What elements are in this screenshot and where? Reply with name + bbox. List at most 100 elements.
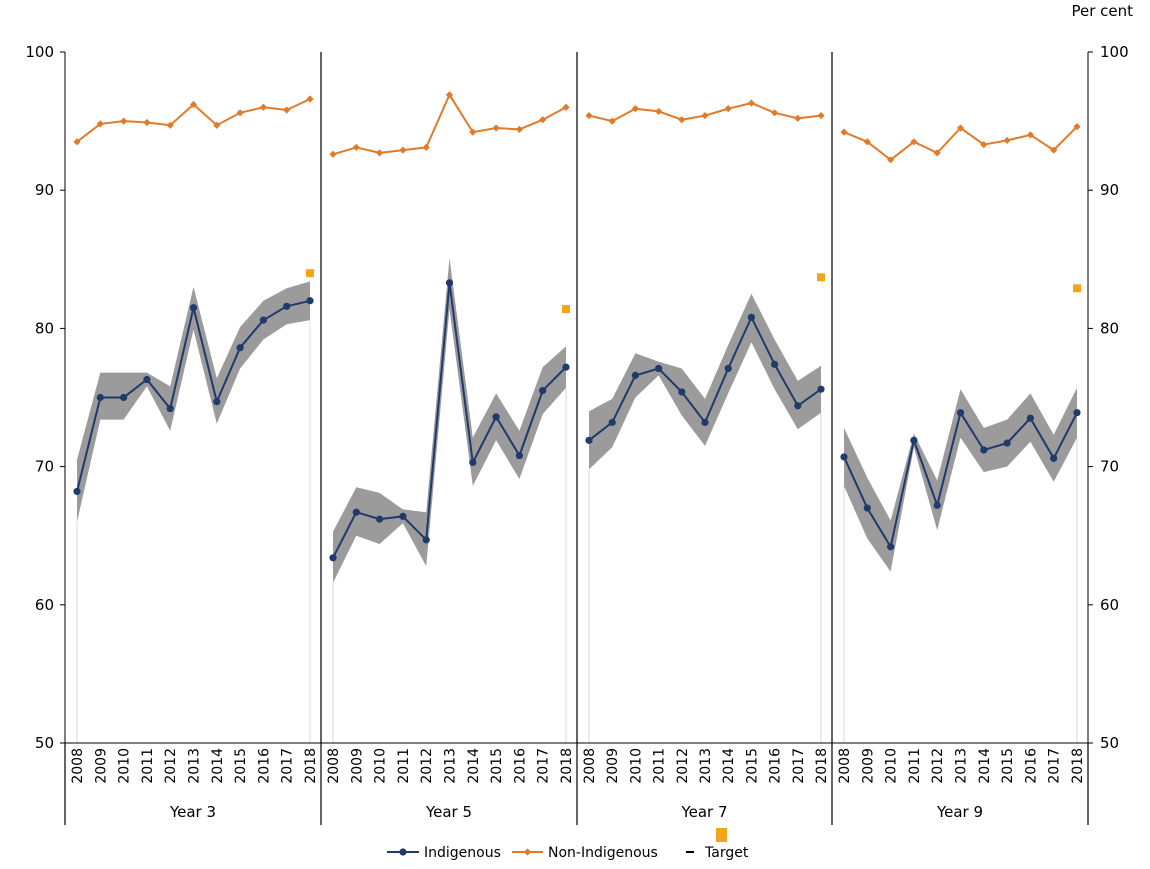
indigenous-point [910, 436, 918, 444]
target-marker [306, 269, 314, 278]
non-indigenous-point [910, 138, 918, 146]
y-tick-label-left: 60 [35, 596, 54, 614]
legend: Indigenous Non-Indigenous Target [387, 828, 749, 861]
x-tick-label: 2012 [419, 748, 435, 784]
non-indigenous-point [73, 138, 81, 146]
x-tick-label: 2016 [1023, 748, 1039, 784]
panel-label: Year 9 [936, 803, 983, 821]
non-indigenous-point [817, 111, 825, 120]
legend-target-marker [716, 828, 727, 842]
non-indigenous-point [771, 109, 779, 117]
indigenous-point [329, 554, 337, 562]
x-tick-label: 2018 [1070, 748, 1086, 784]
x-tick-label: 2009 [93, 748, 109, 784]
non-indigenous-point [724, 105, 732, 113]
legend-non-indigenous-label: Non-Indigenous [548, 845, 658, 861]
y-tick-label-right: 90 [1100, 181, 1119, 199]
indigenous-confidence-band [589, 293, 821, 470]
y-tick-label-right: 70 [1100, 458, 1119, 476]
x-tick-label: 2015 [744, 748, 760, 784]
y-tick-label-left: 80 [35, 319, 54, 337]
x-tick-label: 2008 [326, 748, 342, 784]
indigenous-point [73, 487, 81, 496]
x-tick-label: 2010 [117, 748, 133, 784]
indigenous-point [631, 371, 640, 379]
axes-layer: 50 50 60 60 70 70 80 80 90 90 100 100 [25, 43, 1129, 825]
y-unit-label: Per cent [1071, 2, 1133, 20]
indigenous-confidence-band [333, 257, 566, 583]
indigenous-point [1003, 439, 1011, 447]
legend-indigenous-label: Indigenous [424, 845, 501, 861]
indigenous-point [422, 536, 430, 544]
x-tick-label: 2017 [1047, 748, 1063, 784]
indigenous-point [701, 418, 709, 426]
non-indigenous-point [1026, 131, 1034, 139]
y-tick-label-right: 60 [1100, 596, 1119, 614]
x-tick-label: 2017 [280, 748, 296, 784]
indigenous-point [840, 453, 848, 461]
x-tick-label: 2012 [930, 748, 946, 784]
x-tick-label: 2013 [187, 748, 203, 784]
x-tick-label: 2013 [443, 748, 459, 784]
non-indigenous-point [840, 128, 848, 136]
indigenous-point [1050, 454, 1058, 462]
target-marker [817, 273, 825, 282]
indigenous-point [933, 501, 941, 509]
x-tick-label: 2016 [256, 748, 272, 784]
x-tick-label: 2008 [837, 748, 853, 784]
panel-year-9: 2008 2009 2010 2011 2012 2013 2014 2015 2016 2017… [837, 123, 1086, 821]
indigenous-line [332, 282, 567, 559]
y-tick-label-right: 80 [1100, 319, 1119, 337]
non-indigenous-point [120, 117, 128, 125]
indigenous-point [678, 388, 686, 396]
indigenous-point [539, 386, 547, 395]
panel-label: Year 3 [169, 803, 216, 821]
non-indigenous-point [306, 95, 314, 103]
non-indigenous-point [1073, 123, 1081, 131]
non-indigenous-point [887, 156, 895, 164]
indigenous-point [794, 402, 802, 410]
y-tick-label-left: 50 [35, 734, 54, 752]
x-tick-label: 2009 [349, 748, 365, 784]
x-tick-label: 2010 [884, 748, 900, 784]
target-marker [1073, 284, 1081, 293]
non-indigenous-point [352, 143, 360, 151]
indigenous-point [189, 304, 198, 312]
indigenous-point [445, 279, 454, 287]
non-indigenous-line [332, 92, 567, 156]
x-tick-label: 2018 [814, 748, 830, 784]
x-tick-label: 2014 [466, 748, 482, 784]
indigenous-point [655, 364, 663, 373]
non-indigenous-point [608, 117, 616, 125]
legend-indigenous-marker [399, 848, 407, 856]
x-tick-label: 2017 [791, 748, 807, 784]
x-tick-label: 2009 [860, 748, 876, 784]
non-indigenous-point [515, 125, 523, 133]
legend-non-indigenous-marker [523, 848, 532, 856]
non-indigenous-point [933, 149, 941, 157]
non-indigenous-point [980, 140, 988, 149]
non-indigenous-point [1003, 136, 1011, 145]
indigenous-point [980, 446, 988, 454]
non-indigenous-point [701, 111, 709, 120]
indigenous-point [399, 512, 407, 520]
non-indigenous-point [863, 138, 871, 146]
indigenous-point [1073, 409, 1081, 417]
x-tick-label: 2008 [582, 748, 598, 784]
indigenous-point [515, 451, 524, 460]
x-tick-label: 2018 [303, 748, 319, 784]
indigenous-point [306, 297, 314, 305]
non-indigenous-point [213, 121, 221, 129]
indigenous-point [863, 504, 871, 512]
non-indigenous-point [562, 103, 570, 111]
x-tick-label: 2014 [977, 748, 993, 784]
indigenous-point [143, 375, 151, 384]
non-indigenous-point [539, 116, 547, 124]
non-indigenous-point [956, 124, 965, 132]
indigenous-point [259, 316, 267, 324]
x-tick-label: 2013 [698, 748, 714, 784]
non-indigenous-point [678, 116, 686, 124]
indigenous-point [747, 313, 756, 321]
x-tick-label: 2012 [675, 748, 691, 784]
